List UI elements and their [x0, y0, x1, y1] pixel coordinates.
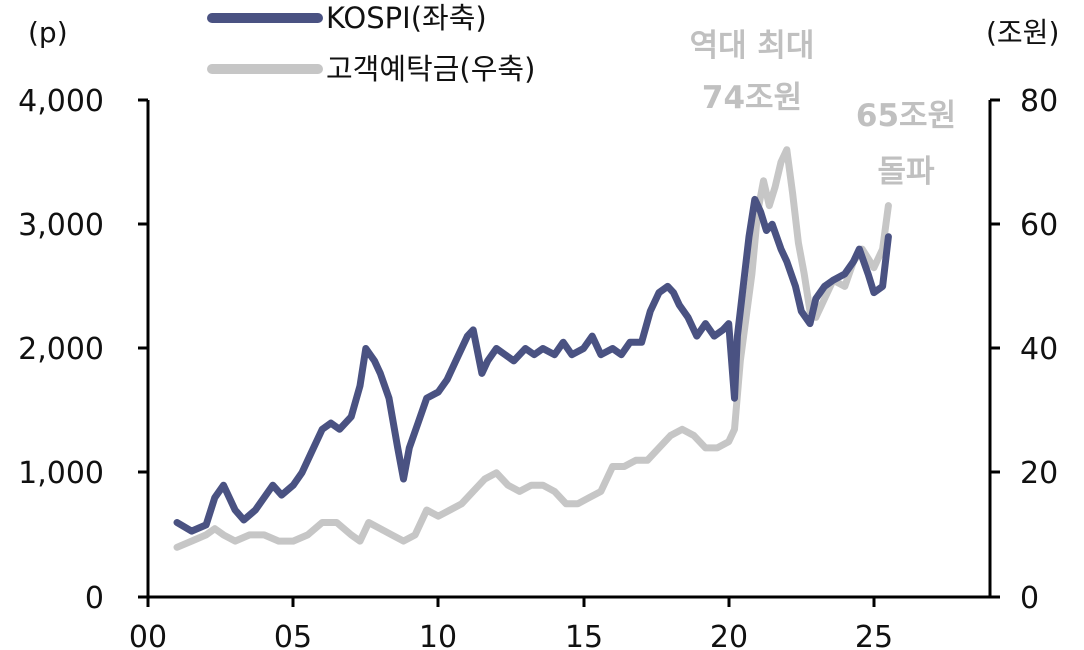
right-tick-label-3: 60 [1020, 208, 1058, 243]
annotation-peak-line-2: 74조원 [702, 80, 802, 116]
x-tick-label-4: 20 [710, 620, 748, 650]
x-tick-label-3: 15 [565, 620, 603, 650]
annotation-recent-line-2: 돌파 [877, 154, 935, 190]
right-tick-label-4: 80 [1020, 84, 1058, 119]
x-tick-label-1: 05 [274, 620, 312, 650]
x-tick-label-0: 00 [129, 620, 167, 650]
x-tick-label-5: 25 [855, 620, 893, 650]
left-axis-ticks: 0 1,000 2,000 3,000 4,000 (p) [18, 16, 148, 616]
right-tick-label-0: 0 [1020, 581, 1039, 616]
left-tick-label-3: 3,000 [18, 208, 104, 243]
x-axis-ticks: 00 05 10 15 20 25 [129, 597, 893, 650]
left-tick-label-2: 2,000 [18, 332, 104, 367]
deposits-series-line [173, 146, 892, 551]
left-axis-unit: (p) [28, 16, 68, 49]
left-tick-label-4: 4,000 [18, 84, 104, 119]
right-axis-ticks: 0 20 40 60 80 (조원) [986, 16, 1059, 616]
series-layer [173, 146, 892, 551]
annotation-recent-line-1: 65조원 [856, 98, 956, 134]
annotations: 역대 최대 74조원 65조원 돌파 [690, 28, 957, 190]
right-tick-label-2: 40 [1020, 332, 1058, 367]
annotation-peak-line-1: 역대 최대 [690, 28, 815, 64]
right-tick-label-1: 20 [1020, 456, 1058, 491]
legend-label-kospi: KOSPI(좌축) [326, 1, 487, 35]
right-axis-unit: (조원) [986, 16, 1059, 49]
kospi-series-line [173, 195, 892, 535]
left-tick-label-0: 0 [85, 581, 104, 616]
x-tick-label-2: 10 [419, 620, 457, 650]
left-tick-label-1: 1,000 [18, 456, 104, 491]
legend-label-deposits: 고객예탁금(우축) [326, 52, 535, 86]
legend: KOSPI(좌축) 고객예탁금(우축) [207, 1, 535, 86]
